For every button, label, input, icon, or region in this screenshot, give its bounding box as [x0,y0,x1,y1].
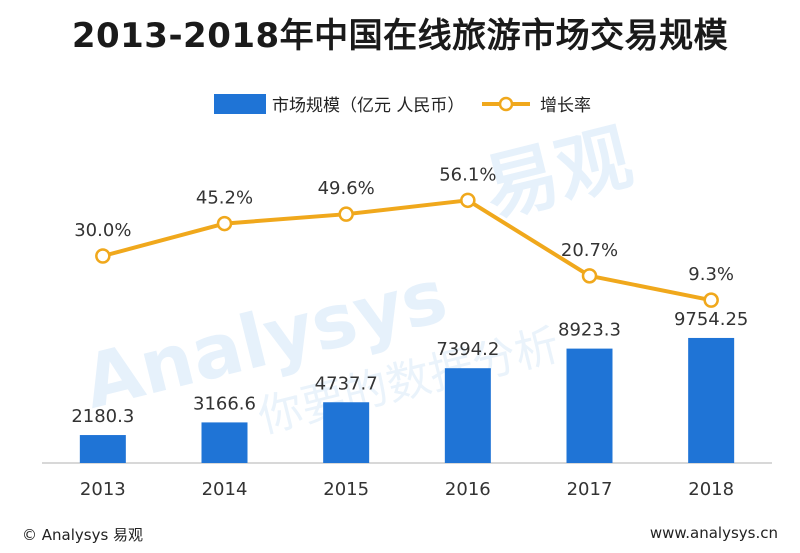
footer-copyright: © Analysys 易观 [22,526,144,544]
x-tick-2015: 2015 [323,479,369,500]
growth-point-2013 [95,248,111,264]
growth-line [102,198,712,303]
legend-line-label: 增长率 [540,96,591,116]
bar-2014 [201,422,248,463]
growth-data-labels: 30.0% 45.2% 49.6% 56.1% 20.7% 9.3% [74,164,734,285]
bar-label-2015: 4737.7 [315,373,378,394]
bar-2015 [323,402,370,463]
legend-line-marker [498,96,514,112]
growth-point-2014 [216,215,233,232]
bar-2017 [566,348,613,463]
watermark-brand-cn: 易观 [476,114,640,233]
x-tick-2013: 2013 [80,479,126,500]
x-tick-2016: 2016 [445,479,491,500]
legend-bar-label: 市场规模（亿元 人民币） [272,96,464,116]
bar-series [79,337,735,463]
growth-point-2018 [703,292,719,308]
growth-label-2013: 30.0% [74,220,131,241]
growth-label-2015: 49.6% [318,178,375,199]
bar-label-2014: 3166.6 [193,393,256,414]
bar-label-2017: 8923.3 [558,320,621,341]
growth-points [95,192,719,308]
growth-label-2016: 56.1% [439,164,496,185]
bar-label-2013: 2180.3 [71,406,134,427]
bar-2016 [444,368,491,463]
bar-2018 [688,337,735,463]
legend: 市场规模（亿元 人民币） 增长率 [214,94,591,116]
bar-label-2016: 7394.2 [436,339,499,360]
bar-data-labels: 2180.3 3166.6 4737.7 7394.2 8923.3 9754.25 [71,309,748,427]
footer-website: www.analysys.cn [649,524,778,542]
chart-title: 2013-2018年中国在线旅游市场交易规模 [71,16,729,56]
bar-2013 [79,435,126,463]
growth-label-2014: 45.2% [196,188,253,209]
growth-label-2018: 9.3% [688,264,734,285]
x-tick-2017: 2017 [567,479,613,500]
x-tick-labels: 2013 2014 2015 2016 2017 2018 [80,479,734,500]
growth-point-2015 [338,206,354,222]
x-tick-2014: 2014 [202,479,248,500]
growth-point-2017 [581,268,598,284]
growth-point-2016 [460,192,476,209]
growth-label-2017: 20.7% [561,240,618,261]
legend-bar-swatch [214,94,266,114]
bar-label-2018: 9754.25 [674,309,748,330]
x-tick-2018: 2018 [688,479,734,500]
